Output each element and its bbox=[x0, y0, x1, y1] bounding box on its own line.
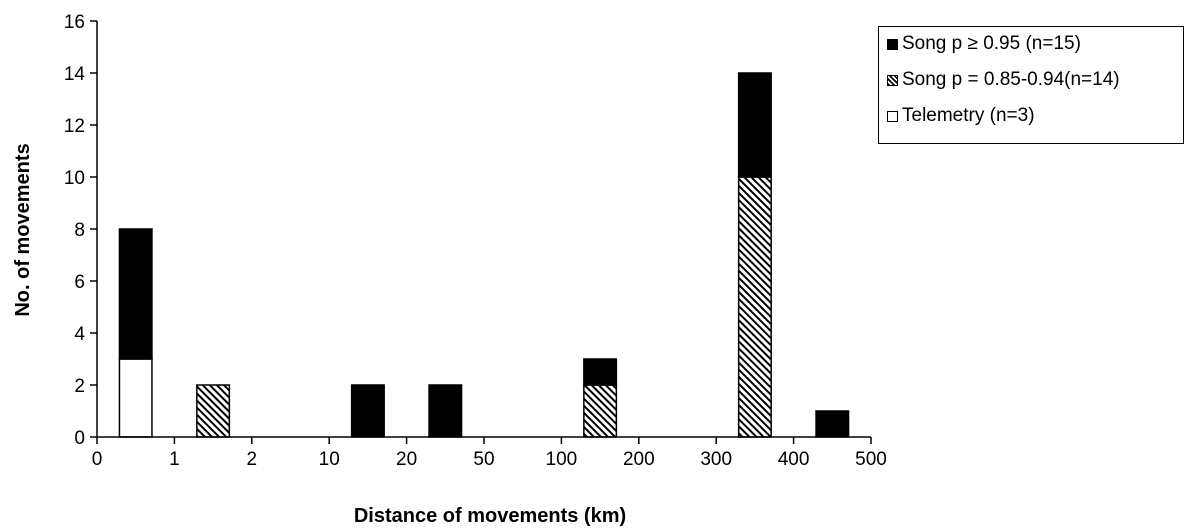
legend-label-telemetry: Telemetry (n=3) bbox=[902, 105, 1035, 126]
x-axis-title: Distance of movements (km) bbox=[354, 505, 626, 527]
bar-segment-song_095-0-1 bbox=[118, 228, 153, 360]
bar-segment-song_095-300-400 bbox=[737, 72, 772, 178]
y-tick-label: 14 bbox=[64, 64, 86, 85]
bar-segment-song_095-10-20 bbox=[350, 384, 385, 438]
y-axis-title: No. of movements bbox=[12, 143, 34, 316]
legend-item-song-mid: Song p = 0.85-0.94(n=14) bbox=[887, 69, 1120, 91]
x-tick-label: 400 bbox=[778, 449, 810, 470]
y-tick-label: 16 bbox=[64, 12, 85, 33]
bar-segment-song_085_094-300-400 bbox=[737, 176, 772, 438]
legend-item-song-high: Song p ≥ 0.95 (n=15) bbox=[887, 33, 1081, 55]
legend-swatch-solid bbox=[887, 38, 898, 50]
y-tick-label: 8 bbox=[74, 220, 85, 241]
bar-segment-song_085_094-1-2 bbox=[196, 384, 231, 438]
x-tick-label: 200 bbox=[623, 449, 655, 470]
bars-layer bbox=[118, 72, 850, 438]
legend: Song p ≥ 0.95 (n=15) Song p = 0.85-0.94(… bbox=[878, 26, 1184, 144]
legend-swatch-open bbox=[887, 110, 898, 122]
bar-segment-song_085_094-100-200 bbox=[583, 384, 618, 438]
y-tick-label: 0 bbox=[74, 428, 85, 449]
x-tick-label: 2 bbox=[247, 449, 258, 470]
legend-item-telemetry: Telemetry (n=3) bbox=[887, 105, 1035, 127]
legend-label-song-mid: Song p = 0.85-0.94(n=14) bbox=[902, 69, 1120, 90]
y-tick-label: 2 bbox=[74, 376, 85, 397]
x-tick-label: 10 bbox=[319, 449, 340, 470]
x-tick-label: 0 bbox=[92, 449, 103, 470]
y-tick-label: 4 bbox=[74, 324, 85, 345]
legend-label-song-high: Song p ≥ 0.95 (n=15) bbox=[902, 33, 1081, 54]
bar-segment-telemetry-0-1 bbox=[118, 358, 153, 438]
x-tick-label: 300 bbox=[700, 449, 732, 470]
x-tick-label: 50 bbox=[473, 449, 494, 470]
y-tick-label: 6 bbox=[74, 272, 85, 293]
y-tick-label: 12 bbox=[64, 116, 85, 137]
bar-segment-song_095-100-200 bbox=[583, 358, 618, 386]
y-tick-label: 10 bbox=[64, 168, 85, 189]
x-tick-label: 100 bbox=[546, 449, 578, 470]
bar-segment-song_095-400-500 bbox=[815, 410, 850, 438]
legend-swatch-hatch bbox=[887, 74, 898, 86]
x-tick-label: 500 bbox=[855, 449, 887, 470]
x-tick-label: 1 bbox=[169, 449, 180, 470]
bar-segment-song_095-20-50 bbox=[428, 384, 463, 438]
x-tick-label: 20 bbox=[396, 449, 417, 470]
